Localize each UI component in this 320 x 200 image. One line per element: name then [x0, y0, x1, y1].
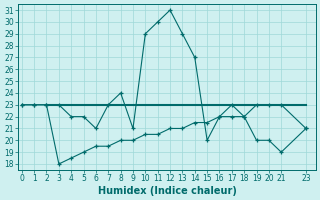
X-axis label: Humidex (Indice chaleur): Humidex (Indice chaleur) [98, 186, 236, 196]
